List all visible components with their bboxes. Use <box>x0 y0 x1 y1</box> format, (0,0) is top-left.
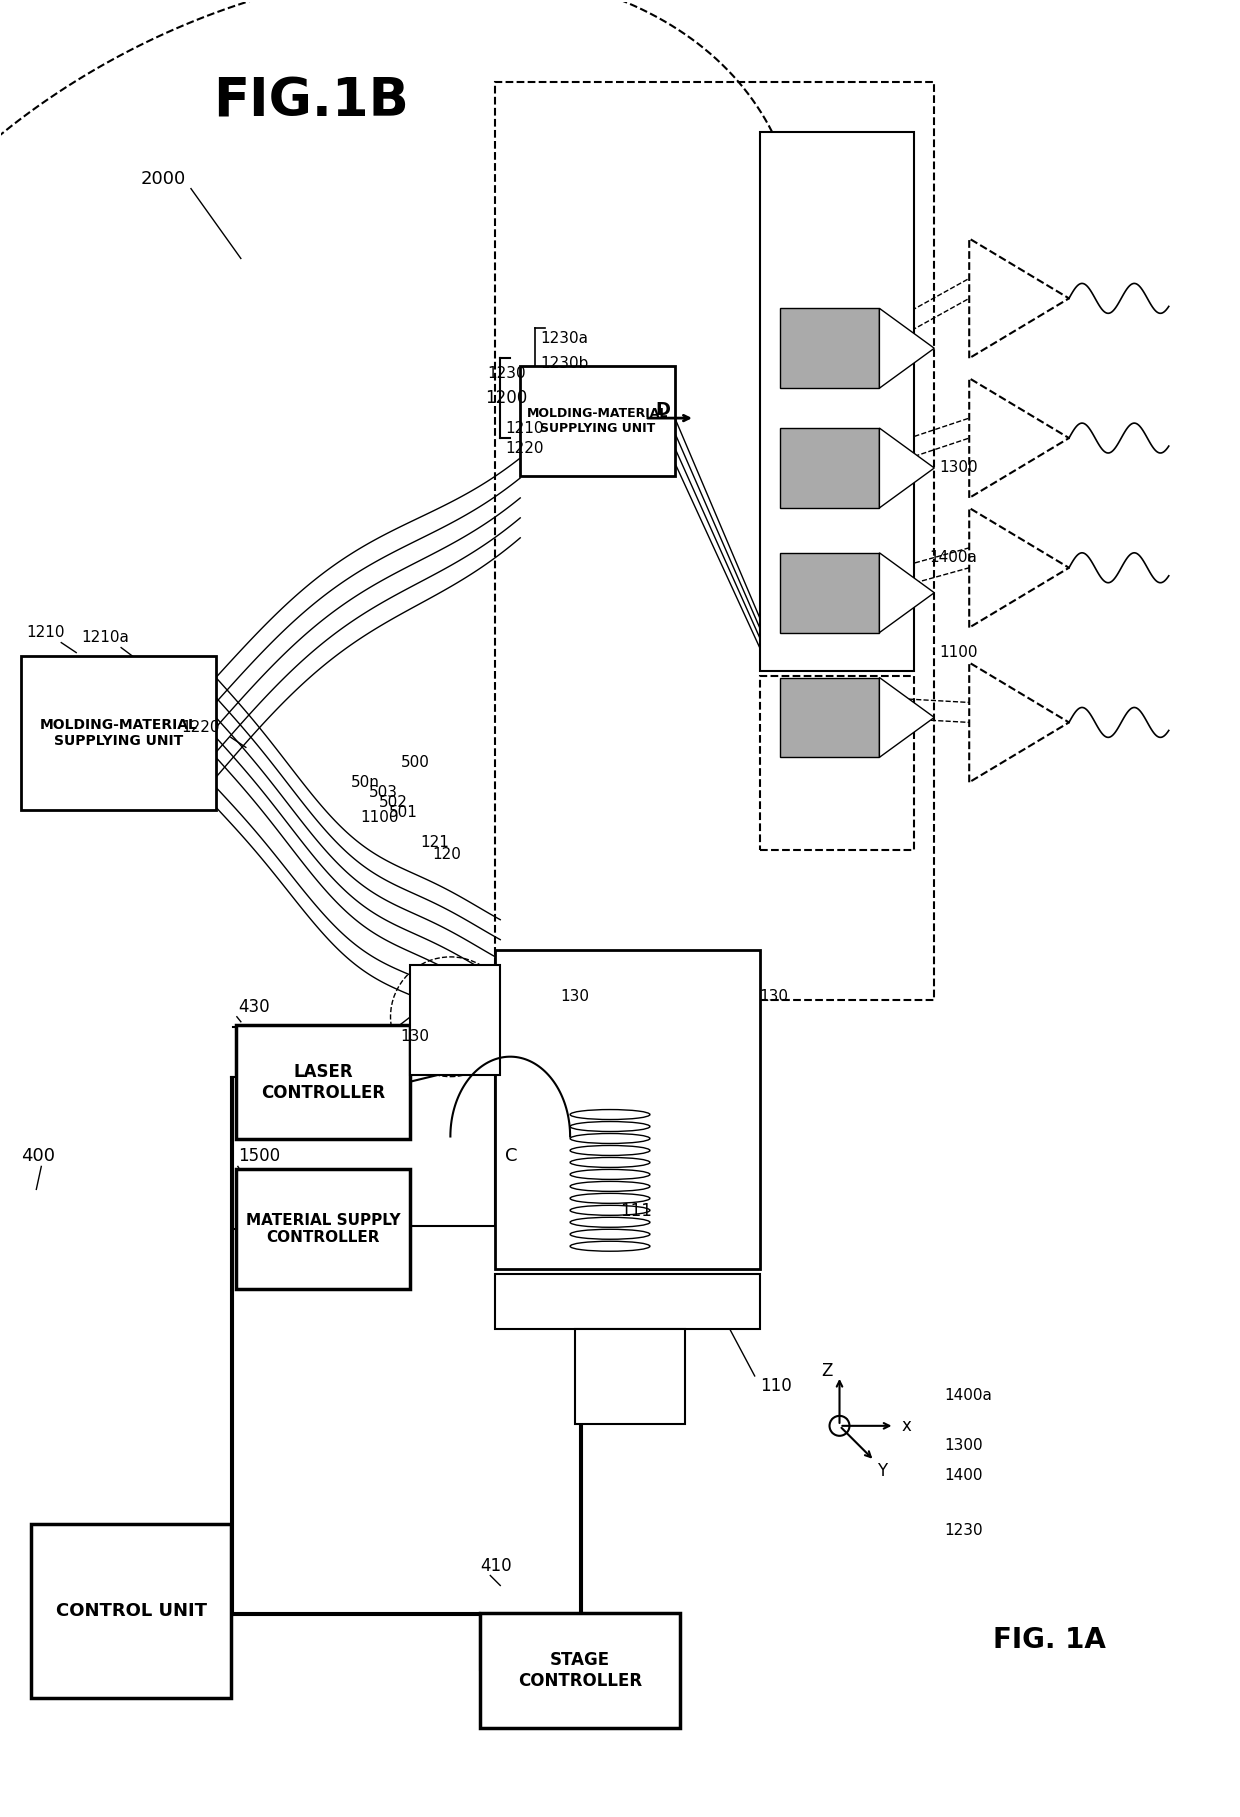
Text: 1230b: 1230b <box>541 356 589 371</box>
Bar <box>410 965 500 1074</box>
Text: 502: 502 <box>378 794 408 810</box>
Text: 500: 500 <box>401 754 429 770</box>
Text: 503: 503 <box>368 785 398 799</box>
Text: 1100: 1100 <box>939 645 978 660</box>
Polygon shape <box>879 309 934 389</box>
Text: MOLDING-MATERIAL
SUPPLYING UNIT: MOLDING-MATERIAL SUPPLYING UNIT <box>40 718 197 749</box>
Text: Z: Z <box>822 1363 833 1379</box>
Text: 1210: 1210 <box>26 625 64 640</box>
Text: Y: Y <box>878 1461 888 1479</box>
Text: FIG. 1A: FIG. 1A <box>992 1626 1106 1653</box>
Bar <box>480 1613 680 1728</box>
Bar <box>760 133 914 670</box>
Text: 50n: 50n <box>351 774 379 790</box>
Bar <box>236 1170 410 1288</box>
Text: 130: 130 <box>760 988 789 1005</box>
Text: 1200: 1200 <box>485 389 527 407</box>
Bar <box>31 1524 231 1699</box>
Text: 2000: 2000 <box>141 169 186 187</box>
Text: 1220: 1220 <box>181 720 219 734</box>
Bar <box>495 82 934 999</box>
Bar <box>575 1328 684 1425</box>
Text: 121: 121 <box>420 834 449 850</box>
Text: 130: 130 <box>560 988 589 1005</box>
Text: 430: 430 <box>238 998 269 1016</box>
Bar <box>760 676 914 850</box>
Bar <box>236 1025 410 1139</box>
Circle shape <box>830 1415 849 1435</box>
Text: 1210a: 1210a <box>81 630 129 645</box>
Text: 1300: 1300 <box>939 460 978 476</box>
Text: 1230a: 1230a <box>541 331 588 345</box>
Text: 1220: 1220 <box>505 440 544 456</box>
Text: 1230: 1230 <box>945 1523 983 1539</box>
Text: 1230: 1230 <box>487 365 526 382</box>
Bar <box>21 656 216 810</box>
Text: MATERIAL SUPPLY
CONTROLLER: MATERIAL SUPPLY CONTROLLER <box>246 1214 401 1245</box>
Text: CONTROL UNIT: CONTROL UNIT <box>56 1603 207 1621</box>
Bar <box>780 309 879 389</box>
Text: 110: 110 <box>760 1377 791 1395</box>
Polygon shape <box>879 552 934 632</box>
Text: C: C <box>505 1148 518 1165</box>
Bar <box>521 367 675 476</box>
Bar <box>495 950 760 1270</box>
Bar <box>495 1274 760 1328</box>
Text: 410: 410 <box>480 1557 512 1575</box>
Text: 120: 120 <box>433 847 461 861</box>
Text: 111: 111 <box>620 1203 652 1221</box>
Bar <box>780 552 879 632</box>
Text: 130: 130 <box>401 1028 429 1045</box>
Polygon shape <box>879 678 934 758</box>
Text: 1500: 1500 <box>238 1148 280 1165</box>
Text: MOLDING-MATERIAL
SUPPLYING UNIT: MOLDING-MATERIAL SUPPLYING UNIT <box>527 407 668 434</box>
Text: D: D <box>655 402 670 420</box>
Text: 1400a: 1400a <box>929 551 977 565</box>
Text: 1400a: 1400a <box>945 1388 992 1403</box>
Text: 1210: 1210 <box>505 420 544 436</box>
Text: STAGE
CONTROLLER: STAGE CONTROLLER <box>518 1652 642 1690</box>
Bar <box>780 429 879 509</box>
Text: 1100: 1100 <box>361 810 399 825</box>
Text: LASER
CONTROLLER: LASER CONTROLLER <box>262 1063 386 1101</box>
Text: 400: 400 <box>21 1148 56 1165</box>
Text: 1300: 1300 <box>945 1439 983 1454</box>
Bar <box>780 678 879 758</box>
Text: x: x <box>901 1417 911 1435</box>
Text: 501: 501 <box>388 805 418 819</box>
Polygon shape <box>879 429 934 509</box>
Text: 1400: 1400 <box>945 1468 983 1483</box>
Text: FIG.1B: FIG.1B <box>213 76 409 127</box>
